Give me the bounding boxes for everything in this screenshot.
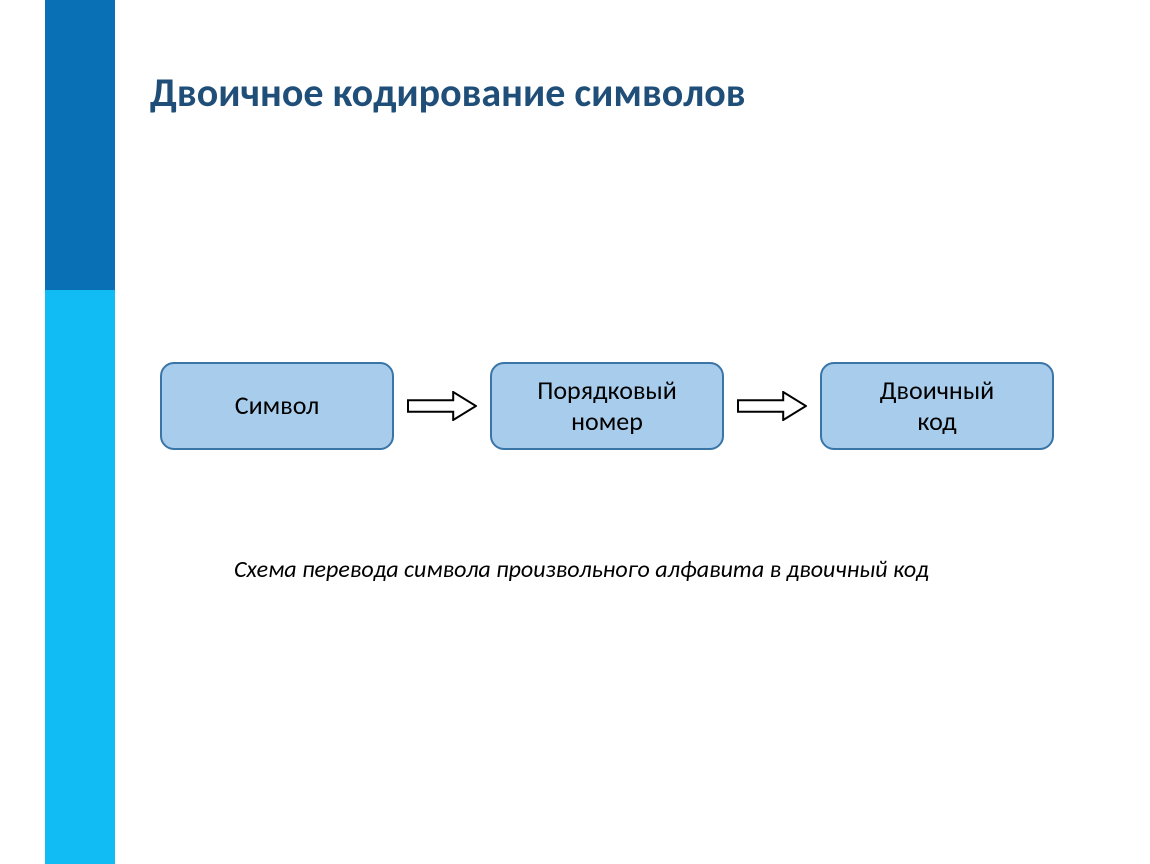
flowchart-caption: Схема перевода символа произвольного алф… bbox=[234, 555, 929, 584]
sidebar-accent-top bbox=[45, 0, 115, 290]
flow-node: Символ bbox=[160, 362, 394, 450]
flow-node: Двоичный код bbox=[820, 362, 1054, 450]
sidebar-accent-bottom bbox=[45, 290, 115, 864]
flow-arrow bbox=[724, 391, 820, 421]
flow-node: Порядковый номер bbox=[490, 362, 724, 450]
slide-title: Двоичное кодирование символов bbox=[150, 68, 746, 117]
flow-arrow bbox=[394, 391, 490, 421]
flowchart: Символ Порядковый номер Двоичный код bbox=[160, 362, 1054, 450]
